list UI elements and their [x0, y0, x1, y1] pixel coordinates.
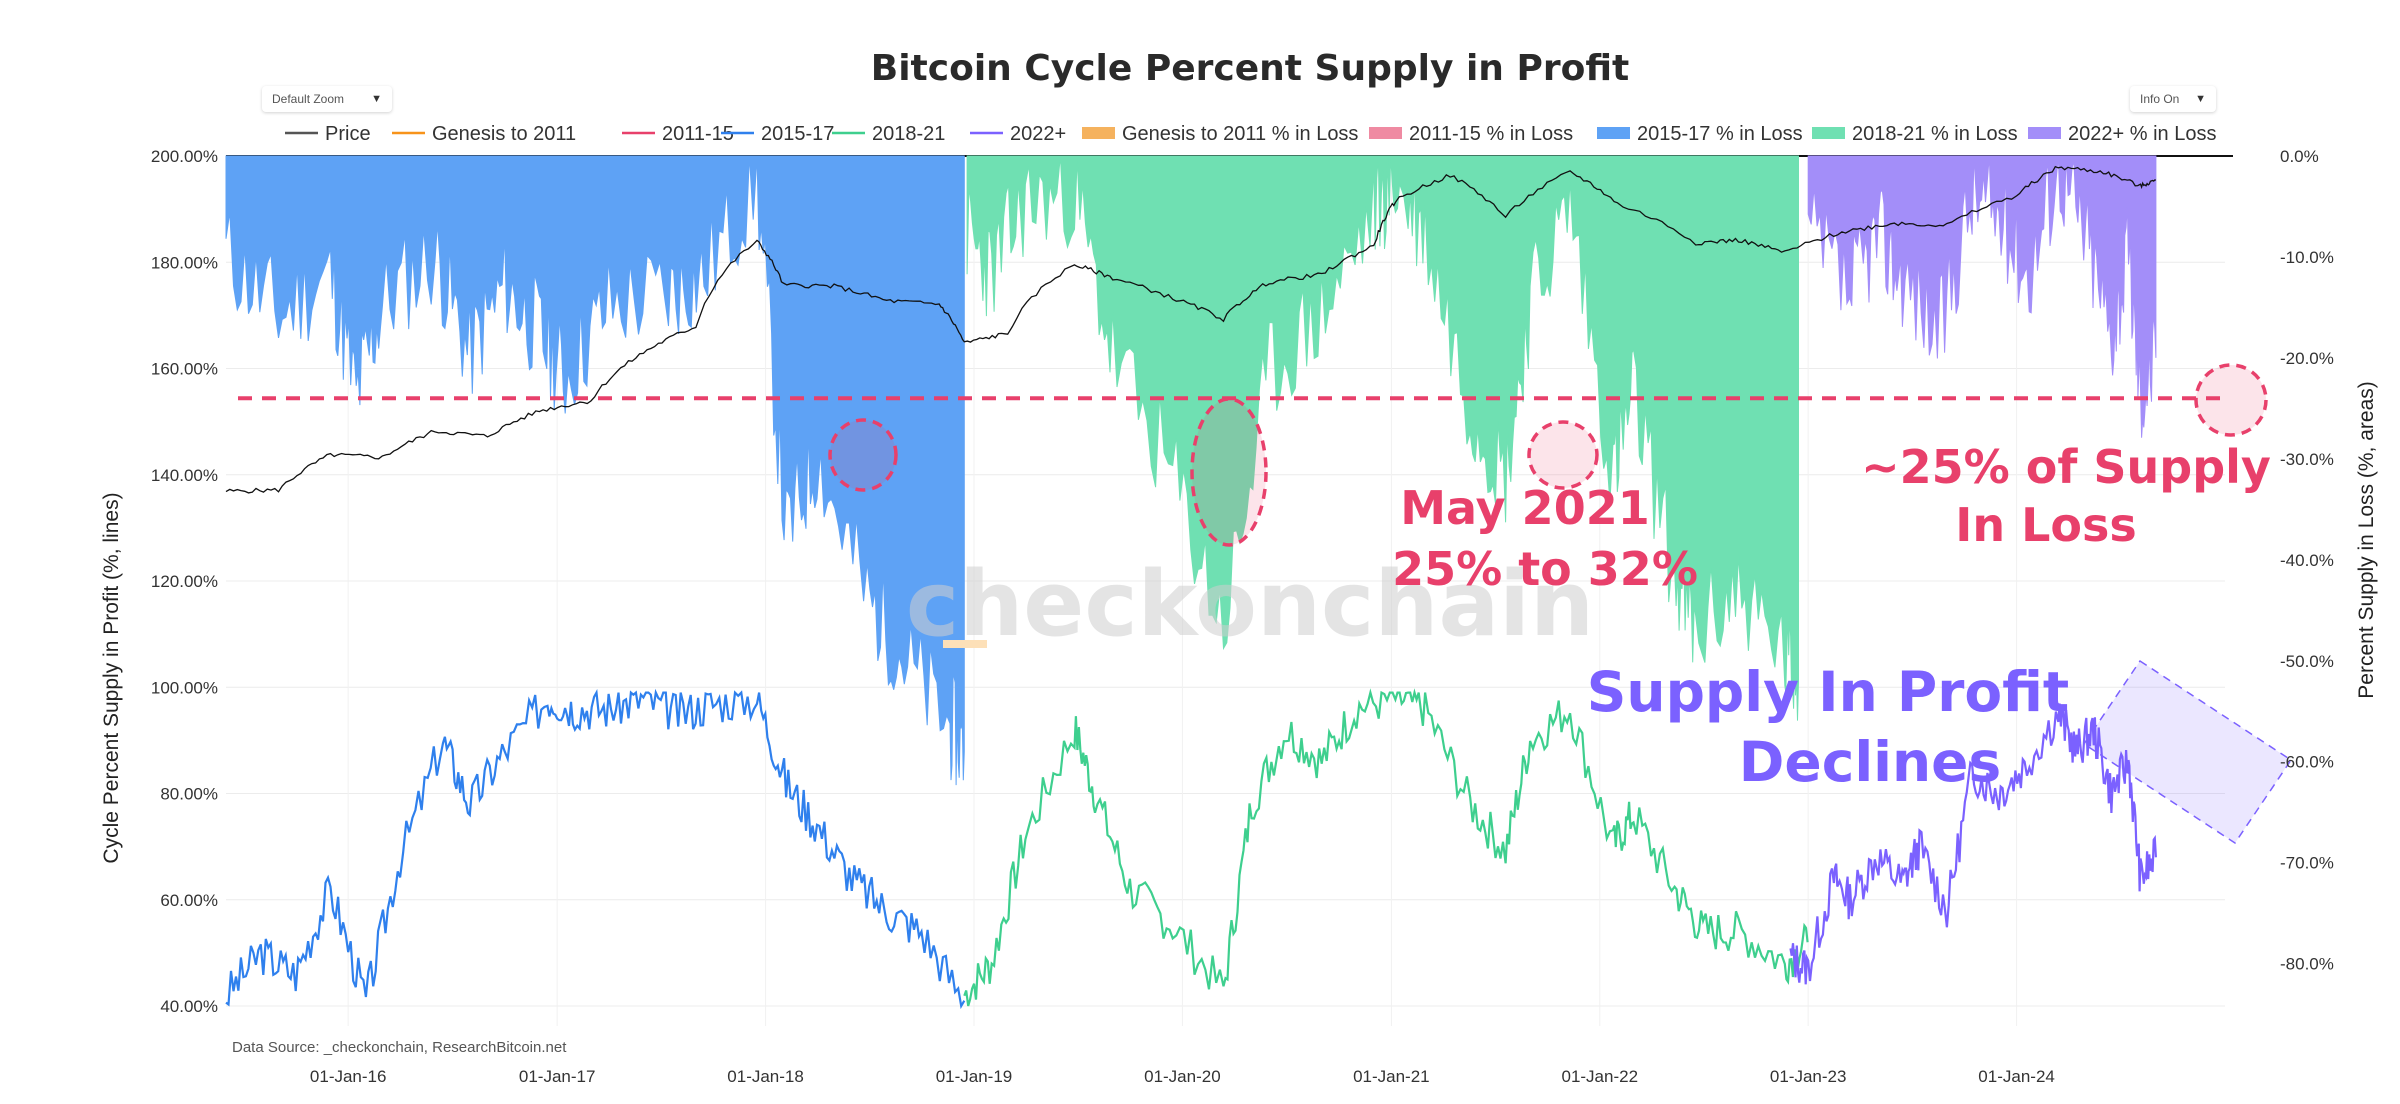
price-line: [225, 165, 2157, 494]
legend-item: 2018-21: [832, 123, 945, 145]
x-tick-label: 01-Jan-22: [1561, 1067, 1638, 1086]
x-tick-label: 01-Jan-21: [1353, 1067, 1430, 1086]
y2-tick-label: -70.0%: [2280, 854, 2334, 873]
legend-swatch: [1597, 127, 1630, 139]
legend: Price Genesis to 2011 2011-15 2015-17 2018-2…: [285, 123, 2216, 145]
legend-item: 2018-21 % in Loss: [1812, 123, 2018, 145]
profit-line: [1789, 703, 2157, 985]
legend-label: 2018-21 % in Loss: [1852, 123, 2018, 145]
y2-tick-label: -40.0%: [2280, 551, 2334, 570]
legend-item: 2011-15: [622, 123, 734, 145]
legend-label: 2015-17: [761, 123, 834, 145]
annotation-profit-2: Declines: [1739, 730, 2001, 794]
profit-line: [963, 688, 1809, 1007]
y-axis-right: 0.0% -10.0% -20.0% -30.0% -40.0% -50.0% -60.0%…: [2280, 147, 2334, 974]
zoom-dropdown[interactable]: Default Zoom ▼: [262, 86, 392, 112]
chevron-down-icon: ▼: [2195, 93, 2206, 105]
highlight-ellipse: [1527, 420, 1599, 490]
highlight-box: [2082, 659, 2293, 845]
profit-line: [225, 688, 966, 1010]
legend-item: 2022+ % in Loss: [2028, 123, 2216, 145]
y2-tick-label: -20.0%: [2280, 349, 2334, 368]
x-tick-label: 01-Jan-18: [727, 1067, 804, 1086]
x-tick-label: 01-Jan-20: [1144, 1067, 1221, 1086]
y-tick-label: 80.00%: [160, 785, 218, 804]
info-dropdown[interactable]: Info On ▼: [2130, 86, 2216, 112]
legend-item: Genesis to 2011: [392, 123, 576, 145]
legend-label: 2022+: [1010, 123, 1066, 145]
chart-title: Bitcoin Cycle Percent Supply in Profit: [871, 48, 1629, 89]
data-source: Data Source: _checkonchain, ResearchBitc…: [232, 1039, 567, 1056]
zoom-dropdown-label: Default Zoom: [272, 92, 345, 106]
y2-tick-label: -80.0%: [2280, 955, 2334, 974]
annotation-profit: Supply In Profit: [1587, 660, 2069, 724]
x-tick-label: 01-Jan-17: [519, 1067, 596, 1086]
y-tick-label: 160.00%: [151, 360, 218, 379]
legend-item: 2011-15 % in Loss: [1369, 123, 1573, 145]
chevron-down-icon: ▼: [371, 93, 382, 105]
legend-label: Genesis to 2011 % in Loss: [1122, 123, 1358, 145]
loss-area: [1807, 155, 2157, 438]
y2-tick-label: -30.0%: [2280, 450, 2334, 469]
x-axis: 01-Jan-16 01-Jan-17 01-Jan-18 01-Jan-19 01-J…: [310, 1067, 2055, 1086]
annotation-supply-loss: ~25% of Supply: [1861, 440, 2271, 494]
y-axis-label: Cycle Percent Supply in Profit (%, lines…: [100, 492, 123, 863]
legend-swatch: [1812, 127, 1845, 139]
legend-label: 2015-17 % in Loss: [1637, 123, 1803, 145]
annotation-may-2021: May 2021: [1400, 481, 1649, 535]
info-dropdown-label: Info On: [2140, 92, 2180, 106]
x-tick-label: 01-Jan-19: [936, 1067, 1013, 1086]
y2-tick-label: -10.0%: [2280, 248, 2334, 267]
annotation-supply-loss-2: In Loss: [1955, 498, 2137, 552]
y2-tick-label: -60.0%: [2280, 753, 2334, 772]
y-tick-label: 60.00%: [160, 891, 218, 910]
legend-item: 2015-17 % in Loss: [1597, 123, 1803, 145]
y-tick-label: 200.00%: [151, 147, 218, 166]
legend-label: 2011-15 % in Loss: [1409, 123, 1573, 145]
y-tick-label: 120.00%: [151, 572, 218, 591]
legend-swatch: [1369, 127, 1402, 139]
y-tick-label: 140.00%: [151, 466, 218, 485]
watermark-mark: [943, 640, 987, 648]
x-tick-label: 01-Jan-16: [310, 1067, 387, 1086]
highlight-ellipse: [1190, 397, 1268, 547]
x-tick-label: 01-Jan-24: [1978, 1067, 2055, 1086]
highlight-ellipse: [828, 418, 898, 492]
annotation-may-2021-range: 25% to 32%: [1392, 542, 1698, 596]
legend-label: 2022+ % in Loss: [2068, 123, 2216, 145]
y-tick-label: 100.00%: [151, 678, 218, 697]
y2-tick-label: 0.0%: [2280, 147, 2319, 166]
y-tick-label: 40.00%: [160, 997, 218, 1016]
legend-swatch: [1082, 127, 1115, 139]
y2-tick-label: -50.0%: [2280, 652, 2334, 671]
legend-label: Genesis to 2011: [432, 123, 576, 145]
loss-area: [966, 155, 1799, 721]
x-tick-label: 01-Jan-23: [1770, 1067, 1847, 1086]
legend-swatch: [2028, 127, 2061, 139]
y-axis-left: 200.00% 180.00% 160.00% 140.00% 120.00% 100.0…: [151, 147, 218, 1016]
watermark: checkonchain: [906, 552, 1594, 657]
legend-label: 2011-15: [662, 123, 734, 145]
y-tick-label: 180.00%: [151, 253, 218, 272]
profit-lines: [225, 688, 2157, 1010]
y2-axis-label: Percent Supply in Loss (%, areas): [2355, 381, 2378, 698]
legend-label: Price: [325, 123, 371, 145]
legend-item: Genesis to 2011 % in Loss: [1082, 123, 1358, 145]
legend-label: 2018-21: [872, 123, 945, 145]
legend-item: Price: [285, 123, 371, 145]
legend-item: 2015-17: [721, 123, 834, 145]
legend-item: 2022+: [970, 123, 1066, 145]
highlight-ellipse: [2194, 363, 2268, 437]
price-series: [225, 165, 2157, 494]
